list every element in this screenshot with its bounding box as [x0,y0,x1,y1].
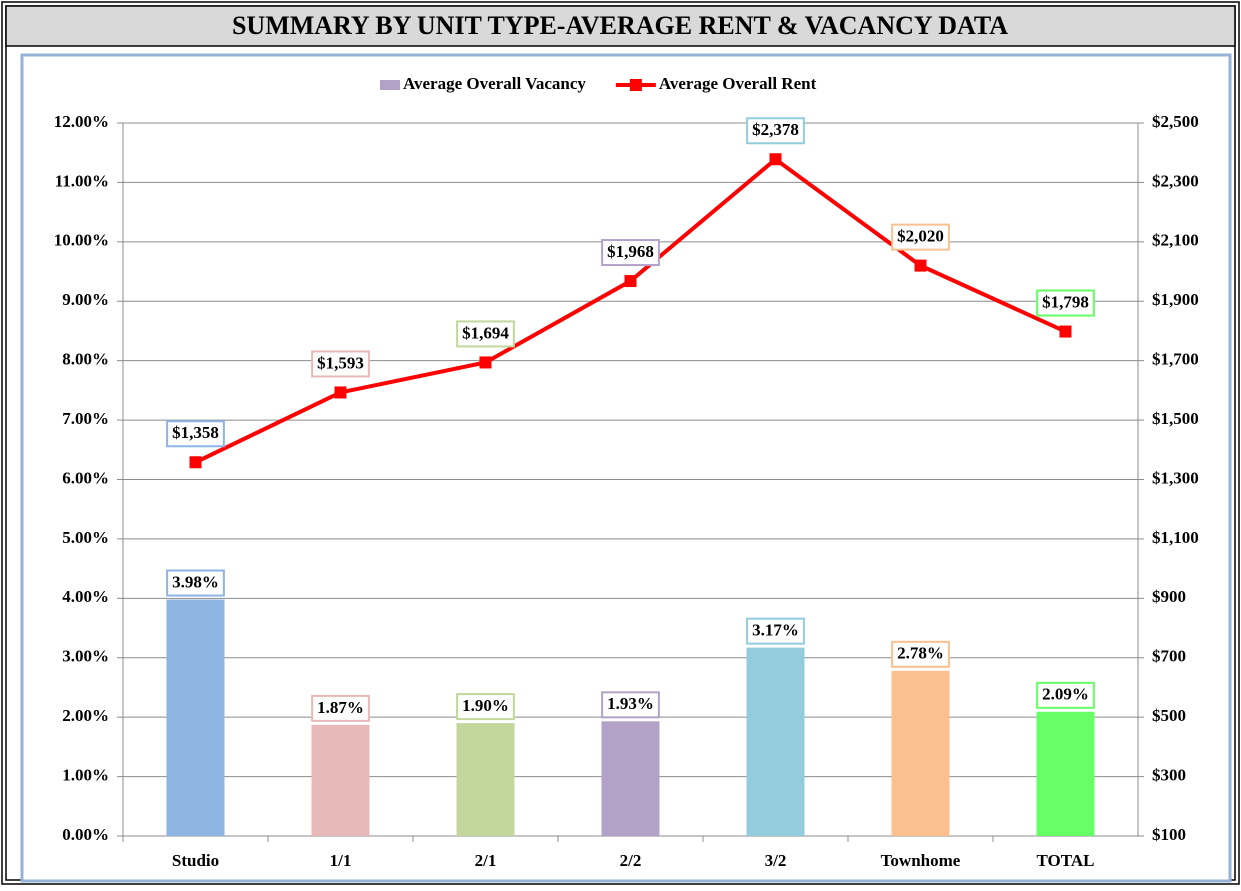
y-tick-label: 6.00% [62,468,109,487]
bar [891,670,950,836]
y2-tick-label: $300 [1152,765,1186,784]
data-label-box [166,420,225,448]
data-label-box [311,694,370,722]
y-tick-label: 4.00% [62,587,109,606]
bar [1036,711,1095,836]
x-tick-label: 2/2 [620,851,642,870]
data-label: 1.93% [607,694,654,713]
y2-tick-label: $2,100 [1152,231,1199,250]
y2-tick-label: $1,700 [1152,350,1199,369]
bar [601,721,660,836]
y-tick-label: 5.00% [62,528,109,547]
y-tick-label: 12.00% [54,112,109,131]
x-tick-label: Studio [172,851,219,870]
bar [456,723,515,836]
chart-title: SUMMARY BY UNIT TYPE-AVERAGE RENT & VACA… [232,11,1008,40]
bar [746,647,805,836]
data-label: 3.98% [172,572,219,591]
y2-tick-label: $100 [1152,825,1186,844]
legend-label: Average Overall Rent [659,74,817,93]
data-label: 1.87% [317,698,364,717]
y2-tick-label: $2,500 [1152,112,1199,131]
y2-tick-label: $900 [1152,587,1186,606]
data-label-box [601,239,660,267]
y2-tick-label: $700 [1152,647,1186,666]
legend-swatch [380,80,400,90]
data-label: $1,358 [172,423,219,442]
y-tick-label: 7.00% [62,409,109,428]
data-label-box [1036,289,1095,317]
y2-tick-label: $2,300 [1152,171,1199,190]
data-label: $1,593 [317,353,364,372]
data-label-box [601,691,660,719]
data-label-box [891,640,950,668]
marker [479,356,492,369]
y-tick-label: 2.00% [62,706,109,725]
data-label: $2,020 [897,227,944,246]
y2-tick-label: $1,900 [1152,290,1199,309]
y-tick-label: 9.00% [62,290,109,309]
x-tick-label: Townhome [881,851,961,870]
y2-tick-label: $1,100 [1152,528,1199,547]
y2-tick-label: $500 [1152,706,1186,725]
bar [311,724,370,836]
x-tick-label: 2/1 [475,851,497,870]
data-label-box [166,569,225,597]
data-label: 3.17% [752,621,799,640]
data-label-box [746,617,805,645]
marker [334,386,347,399]
marker [624,275,637,288]
data-label-box [456,693,515,721]
y-tick-label: 1.00% [62,765,109,784]
data-label-box [1036,681,1095,709]
data-label-box [891,223,950,251]
data-label-box [746,117,805,145]
data-label: $1,968 [607,242,654,261]
y2-tick-label: $1,300 [1152,468,1199,487]
marker [1059,325,1072,338]
y2-tick-label: $1,500 [1152,409,1199,428]
legend-swatch [629,79,642,91]
data-label: 2.78% [897,644,944,663]
x-tick-label: TOTAL [1037,851,1095,870]
y-tick-label: 3.00% [62,647,109,666]
data-label: $2,378 [752,120,799,139]
data-label-box [456,320,515,348]
y-tick-label: 11.00% [55,171,109,190]
data-label: 2.09% [1042,685,1089,704]
y-tick-label: 0.00% [62,825,109,844]
bar [166,599,225,836]
x-tick-label: 1/1 [330,851,352,870]
marker [189,456,202,469]
data-label: 1.90% [462,696,509,715]
data-label: $1,798 [1042,292,1089,311]
y-tick-label: 8.00% [62,350,109,369]
y-tick-label: 10.00% [54,231,109,250]
data-label-box [311,350,370,378]
marker [914,259,927,272]
header-band [5,5,1236,47]
legend-label: Average Overall Vacancy [403,74,586,93]
data-label: $1,694 [462,323,509,342]
marker [769,153,782,166]
x-tick-label: 3/2 [765,851,787,870]
